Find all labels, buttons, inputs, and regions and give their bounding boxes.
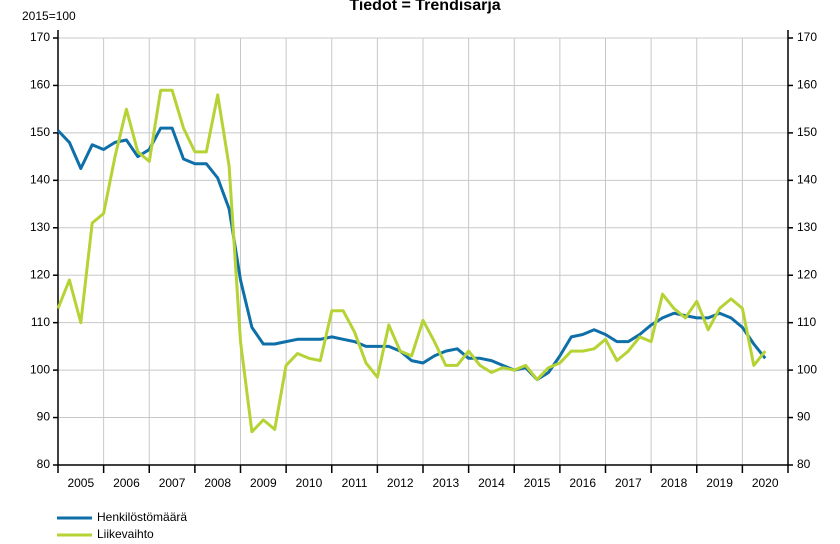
chart-title: Tiedot = Trendisarja (349, 0, 500, 14)
legend-label: Liikevaihto (97, 527, 154, 541)
x-tick-label: 2017 (615, 476, 642, 490)
x-tick-label: 2006 (113, 476, 140, 490)
y2-tick-label: 80 (797, 457, 811, 471)
y-tick-label: 140 (30, 173, 50, 187)
x-tick-label: 2007 (159, 476, 186, 490)
x-tick-label: 2015 (524, 476, 551, 490)
y-tick-label: 170 (30, 30, 50, 44)
x-tick-label: 2012 (387, 476, 414, 490)
x-tick-label: 2014 (478, 476, 505, 490)
x-tick-label: 2018 (661, 476, 688, 490)
y-axis-label: 2015=100 (22, 9, 76, 23)
series-line (56, 88, 767, 434)
y2-tick-label: 100 (797, 362, 817, 376)
y-tick-label: 120 (30, 267, 50, 281)
x-tick-label: 2019 (706, 476, 733, 490)
y-tick-label: 80 (37, 457, 51, 471)
x-tick-label: 2013 (432, 476, 459, 490)
y-tick-label: 150 (30, 125, 50, 139)
series-line (56, 126, 767, 382)
y-tick-label: 110 (31, 315, 50, 329)
y-tick-label: 100 (30, 362, 50, 376)
y2-tick-label: 160 (797, 78, 817, 92)
x-tick-label: 2020 (752, 476, 779, 490)
y-tick-label: 90 (37, 410, 51, 424)
x-tick-label: 2010 (296, 476, 323, 490)
y2-tick-label: 120 (797, 267, 817, 281)
x-tick-label: 2005 (67, 476, 94, 490)
y2-tick-label: 170 (797, 30, 817, 44)
y-tick-label: 160 (30, 78, 50, 92)
y2-tick-label: 140 (797, 173, 817, 187)
x-tick-label: 2009 (250, 476, 277, 490)
x-tick-label: 2016 (569, 476, 596, 490)
y2-tick-label: 130 (797, 220, 817, 234)
y2-tick-label: 90 (797, 410, 811, 424)
x-tick-label: 2011 (342, 476, 368, 490)
y2-tick-label: 150 (797, 125, 817, 139)
legend-label: Henkilöstömäärä (97, 510, 187, 524)
y-tick-label: 130 (30, 220, 50, 234)
y2-tick-label: 110 (797, 315, 816, 329)
x-tick-label: 2008 (204, 476, 231, 490)
